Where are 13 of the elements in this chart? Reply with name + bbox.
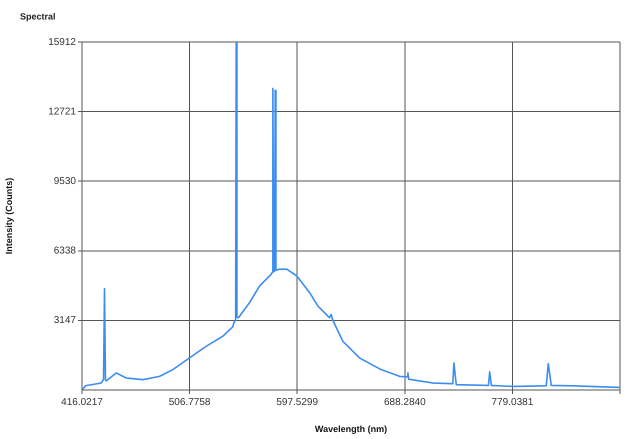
x-tick-label: 416.0217	[61, 396, 104, 408]
x-tick-label: 688.2840	[384, 396, 426, 408]
y-tick-label: 9530	[54, 176, 76, 187]
x-tick-label: 597.5299	[276, 396, 318, 408]
x-axis-title: Wavelength (nm)	[314, 424, 388, 434]
x-tick-label: 779.0381	[492, 396, 534, 408]
y-axis-title: Intensity (Counts)	[4, 178, 14, 254]
y-tick-label: 3147	[54, 315, 76, 326]
x-tick-label: 506.7758	[168, 396, 211, 408]
y-tick-label: 15912	[48, 36, 76, 48]
chart-title: Spectral	[20, 11, 56, 22]
y-tick-label: 12721	[48, 106, 76, 118]
y-tick-label: 6338	[54, 246, 76, 257]
